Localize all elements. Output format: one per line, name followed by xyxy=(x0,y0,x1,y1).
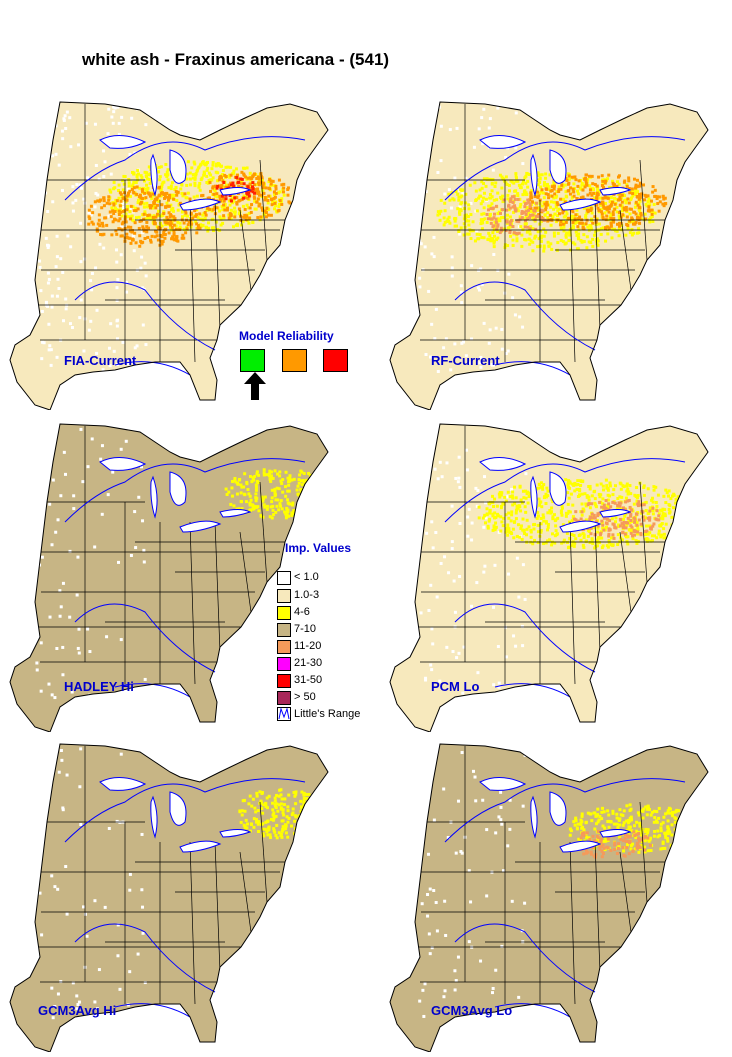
map-rf-current xyxy=(385,100,715,410)
state-boundaries xyxy=(35,746,295,1005)
great-lake xyxy=(559,840,602,853)
map-outline xyxy=(9,101,329,410)
map-outline xyxy=(9,423,329,732)
state-boundaries xyxy=(415,104,675,363)
state-boundaries xyxy=(415,746,675,1005)
reliability-low-box xyxy=(323,349,348,372)
state-boundaries xyxy=(415,426,675,685)
map-label-gcm3avg-hi: GCM3Avg Hi xyxy=(38,1003,117,1018)
great-lake xyxy=(530,153,538,197)
great-lake xyxy=(219,829,252,838)
page-title: white ash - Fraxinus americana - (541) xyxy=(82,50,390,69)
great-lake xyxy=(479,777,527,791)
great-lake xyxy=(559,198,602,211)
importance-value-cells xyxy=(35,105,292,377)
great-lake xyxy=(150,795,158,839)
great-lake xyxy=(169,471,187,506)
great-lake xyxy=(549,791,567,826)
great-lake xyxy=(179,840,222,853)
legend-swatch xyxy=(277,571,291,585)
legend-swatch xyxy=(277,674,291,688)
great-lake xyxy=(549,471,567,506)
great-lake xyxy=(150,153,158,197)
legend-title: Imp. Values xyxy=(285,541,352,555)
great-lake xyxy=(599,829,632,838)
map-outline xyxy=(389,101,709,410)
map-outline xyxy=(9,743,329,1052)
map-svg xyxy=(389,101,709,410)
great-lake xyxy=(599,509,632,518)
great-lake xyxy=(549,149,567,184)
great-lake xyxy=(479,457,527,471)
reliability-medium-box xyxy=(282,349,307,372)
map-pcm-lo xyxy=(385,422,715,732)
map-svg xyxy=(9,423,329,732)
great-lake xyxy=(99,777,147,791)
great-lake xyxy=(219,509,252,518)
great-lake xyxy=(99,457,147,471)
great-lake xyxy=(479,135,527,149)
great-lake xyxy=(99,135,147,149)
reliability-high-box xyxy=(240,349,265,372)
great-lake xyxy=(150,475,158,519)
map-fia-current xyxy=(5,100,335,410)
map-svg xyxy=(389,423,709,732)
great-lake xyxy=(599,187,632,196)
map-label-hadley-hi: HADLEY Hi xyxy=(64,679,134,694)
legend-swatch xyxy=(277,606,291,620)
map-svg xyxy=(389,743,709,1052)
map-outline xyxy=(389,743,709,1052)
arrow-up-icon xyxy=(244,372,266,400)
great-lake xyxy=(179,198,222,211)
great-lake xyxy=(179,520,222,533)
map-label-fia-current: FIA-Current xyxy=(64,353,137,368)
model-reliability-title: Model Reliability xyxy=(239,329,334,343)
legend-swatch xyxy=(277,691,291,705)
great-lake xyxy=(559,520,602,533)
great-lake xyxy=(219,187,252,196)
state-boundaries xyxy=(35,426,295,685)
map-gcm3avg-hi xyxy=(5,742,335,1052)
state-boundaries xyxy=(35,104,295,363)
legend-swatch xyxy=(277,657,291,671)
legend-swatch xyxy=(277,640,291,654)
map-label-gcm3avg-lo: GCM3Avg Lo xyxy=(431,1003,513,1018)
map-svg xyxy=(9,101,329,410)
legend-swatch xyxy=(277,623,291,637)
map-label-rf-current: RF-Current xyxy=(431,353,500,368)
map-outline xyxy=(389,423,709,732)
littles-range-icon xyxy=(277,707,291,721)
great-lake xyxy=(530,475,538,519)
great-lake xyxy=(530,795,538,839)
great-lake xyxy=(169,791,187,826)
map-hadley-hi xyxy=(5,422,335,732)
map-gcm3avg-lo xyxy=(385,742,715,1052)
map-svg xyxy=(9,743,329,1052)
legend-swatch xyxy=(277,589,291,603)
map-label-pcm-lo: PCM Lo xyxy=(431,679,480,694)
great-lake xyxy=(169,149,187,184)
